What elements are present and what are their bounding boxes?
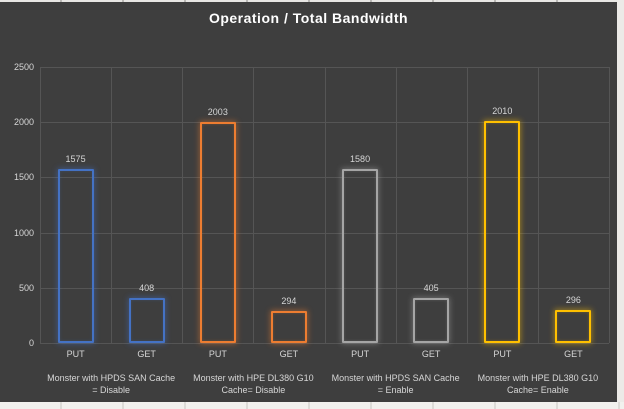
x-group-label-line2: Cache= Disable (221, 385, 286, 395)
gridline-v (182, 67, 184, 343)
x-category-label: GET (279, 349, 299, 359)
bar-value-label: 405 (423, 283, 439, 294)
x-group-label: Monster with HPE DL380 G10 Cache= Enable (467, 372, 609, 396)
gridline-v (253, 67, 255, 343)
bar (484, 121, 521, 343)
bar-value-label: 1580 (350, 153, 371, 164)
bar (342, 168, 379, 343)
x-group-label-line1: Monster with HPE DL380 G10 (193, 373, 314, 383)
page-edge-top (0, 0, 624, 2)
bar (199, 121, 236, 343)
x-category-label: PUT (493, 349, 512, 359)
gridline-v (537, 67, 539, 343)
gridline-v (609, 67, 610, 343)
y-tick-label: 2000 (13, 117, 34, 128)
x-group-label-line1: Monster with HPDS SAN Cache (47, 373, 176, 383)
bar-value-label: 2010 (492, 106, 513, 117)
page-edge-bottom (0, 402, 624, 409)
chart-title: Operation / Total Bandwidth (208, 10, 409, 26)
bar (270, 310, 307, 343)
x-group-label-line1: Monster with HPE DL380 G10 (477, 373, 599, 383)
x-category-label: PUT (208, 349, 227, 359)
gridline-v (466, 67, 468, 343)
y-tick-label: 1500 (13, 172, 34, 183)
y-tick-label: 500 (18, 282, 34, 293)
gridline-v (40, 67, 41, 343)
y-tick-label: 2500 (13, 62, 34, 72)
y-tick-label: 0 (28, 338, 34, 348)
bar (413, 298, 450, 343)
gridline-v (395, 67, 397, 343)
gridline-h (40, 343, 609, 344)
x-group-label-line2: Cache= Enable (506, 385, 569, 395)
bar-value-label: 1575 (65, 154, 86, 165)
y-tick-label: 1000 (13, 227, 34, 238)
bar (555, 310, 592, 343)
page-edge-right (617, 0, 624, 409)
bar-value-label: 408 (139, 282, 155, 293)
bar-value-label: 296 (565, 295, 581, 306)
x-group-label: Monster with HPDS SAN Cache = Enable (325, 372, 467, 396)
bar-chart: Operation / Total Bandwidth 0 500 1000 1500… (0, 2, 617, 402)
x-group-label-line1: Monster with HPDS SAN Cache (331, 373, 460, 383)
bar (57, 169, 94, 343)
x-category-label: GET (421, 349, 441, 359)
gridline-v (111, 67, 113, 343)
gridline-v (324, 67, 326, 343)
x-group-label-line2: = Enable (377, 385, 414, 395)
x-category-label: PUT (351, 349, 370, 359)
x-category-label: GET (137, 349, 156, 359)
x-group-label-line2: = Disable (92, 385, 131, 395)
bar (128, 297, 165, 343)
x-group-label: Monster with HPDS SAN Cache = Disable (40, 372, 182, 396)
bar-value-label: 2003 (207, 106, 228, 117)
x-group-label: Monster with HPE DL380 G10 Cache= Disable (182, 372, 324, 396)
bar-value-label: 294 (281, 295, 297, 306)
plot-area: 0 500 1000 1500 2000 2500 1575 PUT 408 GET 2003 PUT… (0, 2, 617, 402)
x-category-label: PUT (66, 349, 85, 359)
x-category-label: GET (564, 349, 583, 359)
